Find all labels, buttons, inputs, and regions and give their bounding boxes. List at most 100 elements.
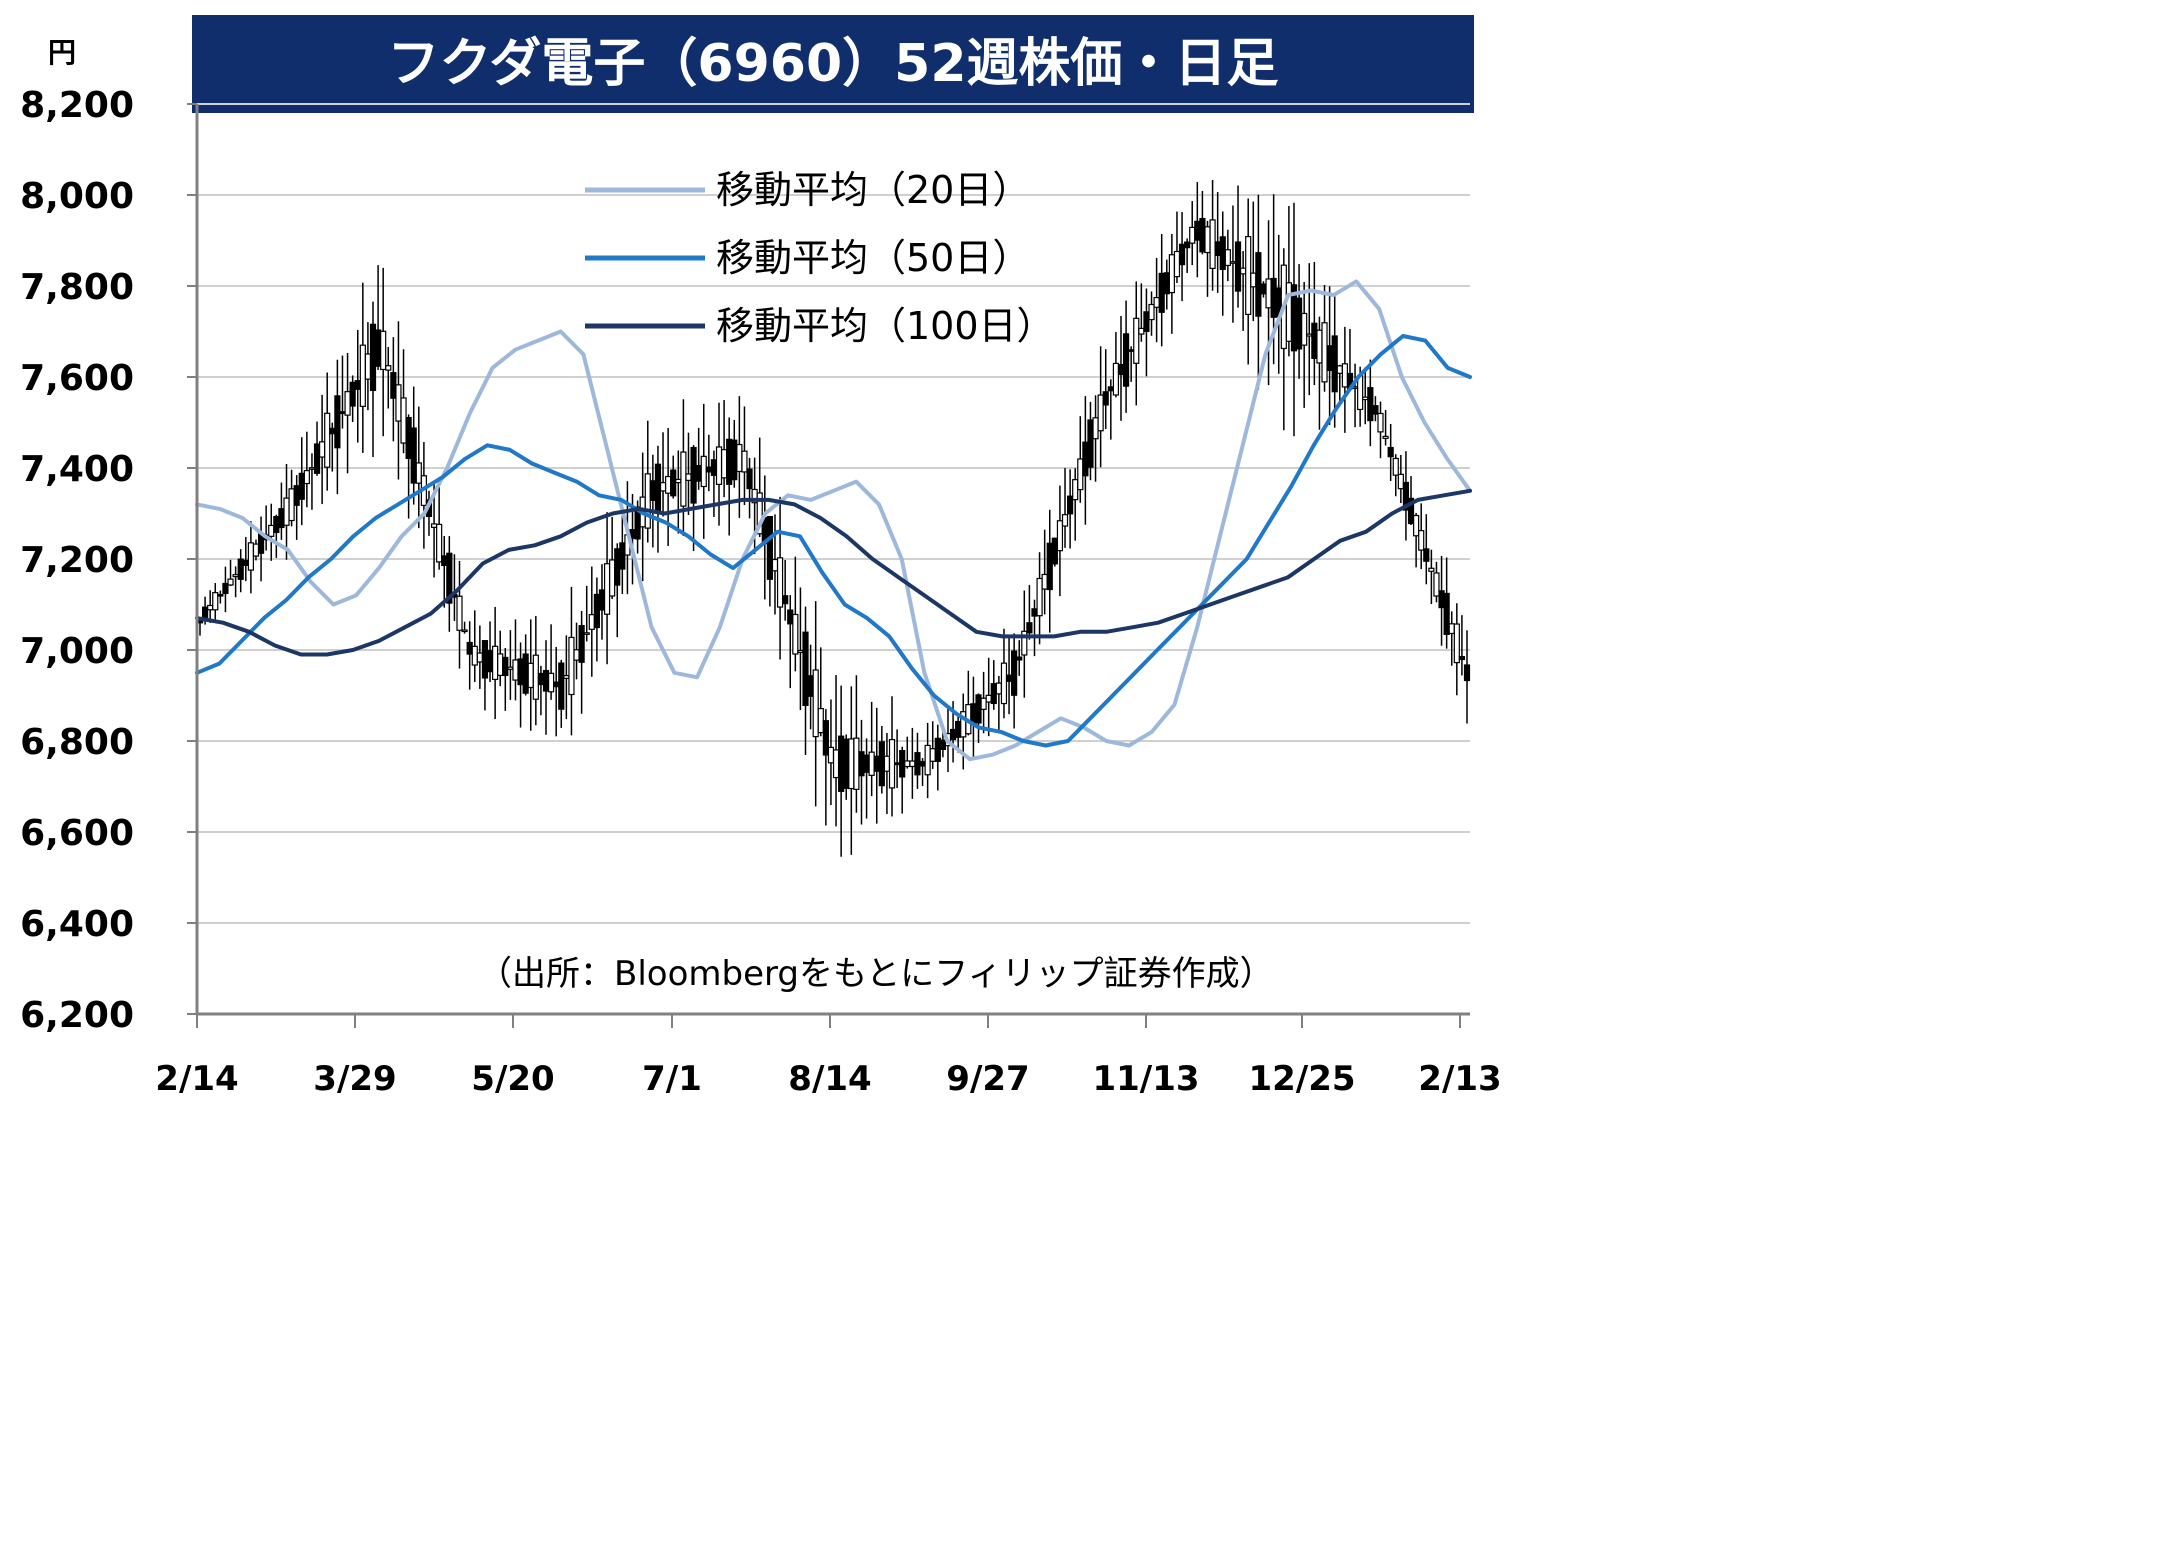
candle-body [1000, 662, 1008, 705]
grid [197, 103, 1470, 924]
candle-body [1036, 577, 1043, 617]
candle-body [517, 658, 524, 686]
candle-body [659, 482, 667, 492]
legend-label: 移動平均（50日） [716, 236, 1030, 280]
candle-body [792, 613, 799, 655]
y-tick-label: 7,200 [20, 540, 134, 581]
candle-body [1407, 497, 1415, 525]
candle-body [736, 443, 743, 473]
candle-body [385, 365, 392, 371]
legend-label: 移動平均（100日） [716, 304, 1055, 348]
candle-body [512, 659, 519, 681]
candle-body [1392, 457, 1399, 476]
candle-body [1362, 396, 1369, 401]
candle-body [1377, 412, 1384, 433]
candle-body [283, 497, 290, 526]
y-tick-label: 7,800 [20, 267, 134, 308]
candle-body [1214, 241, 1221, 256]
candle-body [812, 669, 819, 738]
candle-body [1224, 249, 1231, 267]
candle-body [217, 593, 224, 597]
candle-body [563, 674, 570, 679]
candle-body [247, 542, 254, 571]
candle-body [985, 694, 992, 703]
candle-body [603, 563, 611, 615]
candle-body [415, 462, 422, 484]
candle-body [1250, 272, 1257, 288]
x-tick-label: 5/20 [471, 1059, 554, 1099]
candle-body [822, 720, 829, 756]
candle-body [1051, 537, 1058, 565]
candle-body [492, 645, 499, 681]
candle-body [670, 469, 677, 497]
candle-body [619, 542, 626, 570]
candle-body [369, 323, 377, 391]
candle-body [675, 478, 682, 484]
candle-body [1387, 446, 1394, 458]
candle-body [573, 649, 580, 661]
candle-body [894, 762, 901, 766]
x-tick-label: 7/1 [642, 1059, 702, 1099]
y-tick-label: 8,200 [20, 85, 134, 126]
candle-body [1122, 333, 1130, 387]
series-line [195, 334, 1472, 748]
candle-body [827, 746, 835, 764]
candle-body [237, 558, 244, 580]
candle-body [721, 449, 728, 479]
candle-body [1321, 322, 1328, 383]
candle-body [1316, 329, 1323, 364]
candle-body [929, 748, 936, 762]
chart-title: フクダ電子（6960）52週株価・日足 [192, 15, 1474, 113]
candle-body [1433, 572, 1440, 597]
candle-body [924, 744, 931, 776]
candle-body [1301, 312, 1308, 346]
candle-body [308, 467, 316, 470]
y-tick-label: 7,000 [20, 631, 134, 672]
candlesticks [196, 180, 1471, 857]
candle-body [1031, 608, 1038, 617]
candle-body [497, 653, 504, 676]
candle-body [832, 749, 840, 779]
candle-body [802, 631, 809, 707]
candle-body [817, 707, 824, 734]
candle-body [990, 683, 997, 705]
candle-body [476, 652, 483, 663]
candle-body [212, 592, 219, 611]
candle-body [934, 737, 941, 762]
candle-body [313, 443, 321, 474]
legend: 移動平均（20日） 移動平均（50日） 移動平均（100日） [585, 168, 1055, 348]
candle-body [405, 416, 412, 460]
candle-body [593, 593, 600, 629]
candle-body [319, 441, 326, 458]
candle-body [207, 604, 214, 611]
candle-body [909, 760, 916, 768]
candle-body [685, 473, 692, 481]
y-tick-label: 6,600 [20, 813, 134, 854]
candle-body [1448, 623, 1455, 635]
candle-body [364, 353, 372, 380]
candle-body [807, 675, 814, 697]
candle-body [863, 754, 870, 773]
candle-body [1143, 311, 1150, 333]
candle-body [486, 649, 494, 673]
candle-body [446, 552, 453, 604]
y-tick-label: 6,200 [20, 995, 134, 1036]
candle-body [1265, 278, 1272, 309]
candle-body [1397, 473, 1404, 490]
candle-body [242, 559, 249, 566]
candle-body [547, 672, 555, 693]
candle-body [1041, 573, 1048, 590]
candle-body [430, 523, 438, 528]
candle-body [268, 524, 275, 537]
candle-body [1021, 630, 1028, 656]
candle-body [537, 672, 545, 686]
chart-frame: フクダ電子（6960）52週株価・日足 8,200 8,000 7,800 7,600… [20, 15, 1502, 1099]
candle-body [914, 752, 921, 776]
candle-body [1153, 297, 1160, 308]
candle-body [466, 641, 473, 655]
candle-body [853, 737, 860, 790]
candle-body [252, 543, 260, 557]
candle-body [1117, 364, 1125, 376]
candle-body [374, 329, 382, 367]
candle-body [1016, 656, 1023, 661]
